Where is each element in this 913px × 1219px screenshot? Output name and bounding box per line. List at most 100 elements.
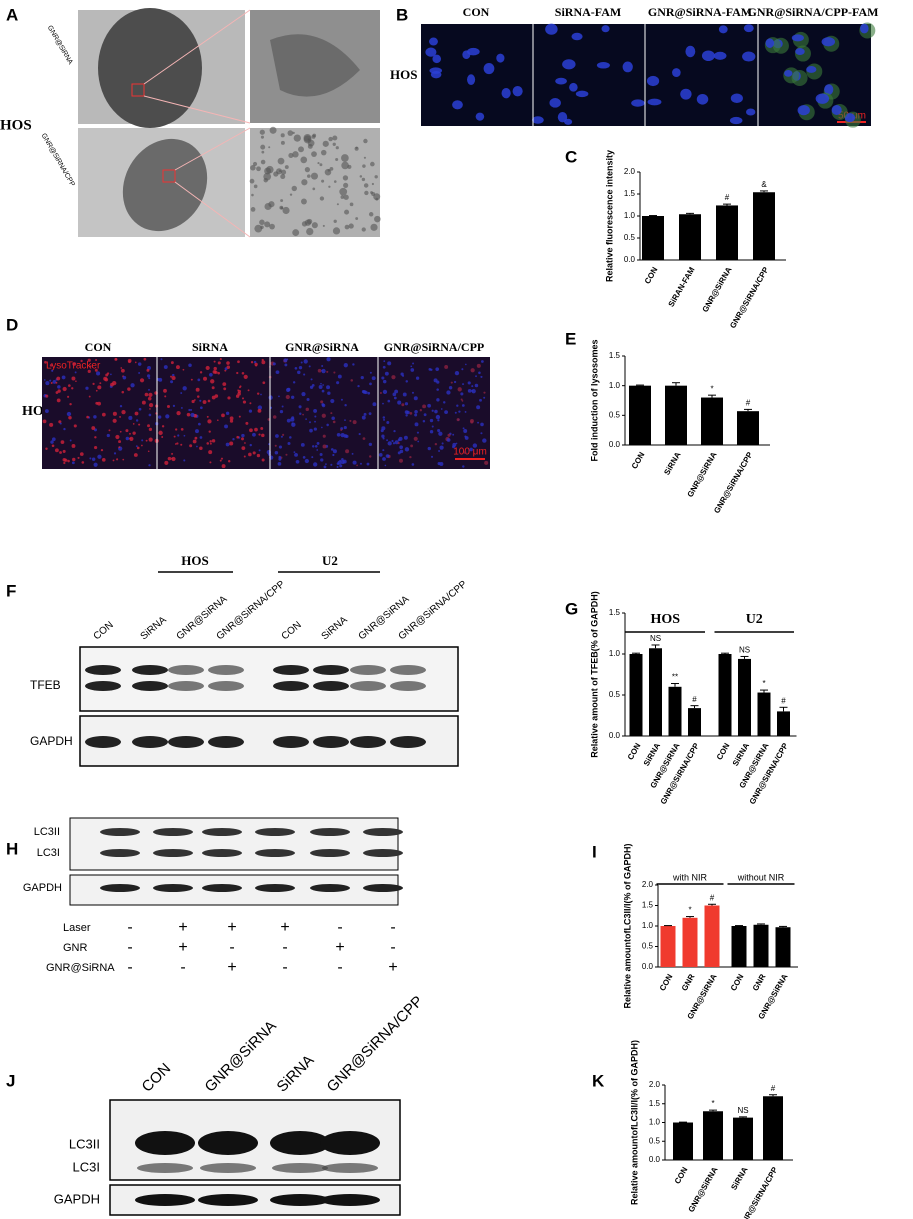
band xyxy=(310,884,350,892)
particle xyxy=(260,159,266,165)
treatment-sign: - xyxy=(127,959,132,976)
stain-dot xyxy=(116,458,119,461)
particle xyxy=(363,183,369,188)
stain-dot xyxy=(236,435,240,439)
stain-dot xyxy=(274,444,277,447)
stain-dot xyxy=(382,437,385,440)
nucleus xyxy=(860,23,869,34)
stain-dot xyxy=(289,436,292,439)
stain-dot xyxy=(197,378,201,382)
nucleus xyxy=(557,112,568,123)
y-tick-label: 1.5 xyxy=(609,608,621,617)
particle xyxy=(370,191,373,194)
stain-dot xyxy=(321,413,326,418)
stain-dot xyxy=(199,446,203,451)
stain-dot xyxy=(87,358,91,362)
stain-dot xyxy=(125,429,129,433)
stain-dot xyxy=(305,418,308,421)
stain-dot xyxy=(398,436,403,441)
band-label: LC3I xyxy=(37,847,60,859)
column-label: GNR@SiRNA/CPP xyxy=(384,340,485,354)
stain-dot xyxy=(147,424,151,428)
stain-dot xyxy=(438,450,441,452)
y-axis-label: Relative amountofLC3II/I(% of GAPDH) xyxy=(622,843,632,1008)
column-label: SiRNA-FAM xyxy=(555,5,621,19)
stain-dot xyxy=(414,413,418,417)
band xyxy=(363,884,403,892)
panel-letter: G xyxy=(565,599,578,618)
significance: NS xyxy=(650,634,661,643)
band xyxy=(390,681,426,691)
stain-dot xyxy=(344,419,346,422)
bar xyxy=(777,711,790,736)
lane-label: GNR@SiRNA/CPP xyxy=(324,993,427,1096)
nucleus xyxy=(806,65,817,73)
x-tick-label: CON xyxy=(673,1165,690,1185)
particle xyxy=(335,146,339,150)
stain-dot xyxy=(360,376,364,380)
band xyxy=(85,665,121,675)
stain-dot xyxy=(96,371,101,376)
particle xyxy=(333,180,337,183)
nucleus xyxy=(831,105,842,115)
stain-dot xyxy=(475,375,477,378)
stain-dot xyxy=(316,449,319,451)
bar xyxy=(738,658,751,736)
x-tick-label: CON xyxy=(658,972,675,992)
particle xyxy=(266,165,274,174)
stain-dot xyxy=(226,365,231,369)
stain-dot xyxy=(209,372,213,377)
stain-dot xyxy=(290,395,295,399)
stain-dot xyxy=(462,427,465,430)
bar xyxy=(775,927,791,967)
stain-dot xyxy=(313,408,318,413)
stain-dot xyxy=(330,398,335,404)
band xyxy=(137,1163,193,1173)
stain-dot xyxy=(220,457,224,460)
stain-dot xyxy=(138,407,142,411)
stain-dot xyxy=(384,464,387,467)
particle xyxy=(250,207,256,212)
stain-dot xyxy=(56,398,61,403)
bar xyxy=(753,192,775,260)
stain-dot xyxy=(180,407,183,409)
nucleus xyxy=(743,24,754,33)
stain-dot xyxy=(297,370,301,375)
stain-dot xyxy=(176,442,179,445)
particle xyxy=(343,182,349,188)
stain-dot xyxy=(249,428,253,433)
bar xyxy=(703,1111,723,1160)
stain-dot xyxy=(207,419,212,424)
stain-dot xyxy=(112,418,117,423)
stain-dot xyxy=(391,375,396,380)
stain-dot xyxy=(112,411,117,416)
x-tick-label: GNR@SiRNA xyxy=(701,265,734,313)
stain-dot xyxy=(67,459,70,463)
particle xyxy=(335,157,339,161)
stain-dot xyxy=(323,465,327,469)
particle xyxy=(300,156,308,164)
particle xyxy=(373,193,381,201)
stain-dot xyxy=(132,431,136,435)
stain-dot xyxy=(317,368,322,373)
nucleus xyxy=(844,113,856,123)
nucleus xyxy=(765,38,775,48)
stain-dot xyxy=(192,439,197,444)
stain-dot xyxy=(340,432,345,438)
stain-dot xyxy=(175,365,180,370)
stain-dot xyxy=(318,385,323,389)
nucleus xyxy=(425,47,437,57)
treatment-sign: - xyxy=(337,959,342,976)
particle xyxy=(319,163,323,167)
stain-dot xyxy=(140,444,143,447)
stain-dot xyxy=(403,435,408,440)
stain-dot xyxy=(59,422,62,425)
stain-dot xyxy=(383,360,386,363)
stain-dot xyxy=(45,447,48,451)
y-tick-label: 1.5 xyxy=(624,189,636,198)
stain-dot xyxy=(437,462,441,466)
group-label: without NIR xyxy=(737,872,785,882)
y-axis-label: Fold induction of lysosomes xyxy=(589,339,599,461)
stain-dot xyxy=(72,457,76,462)
band xyxy=(132,681,168,691)
